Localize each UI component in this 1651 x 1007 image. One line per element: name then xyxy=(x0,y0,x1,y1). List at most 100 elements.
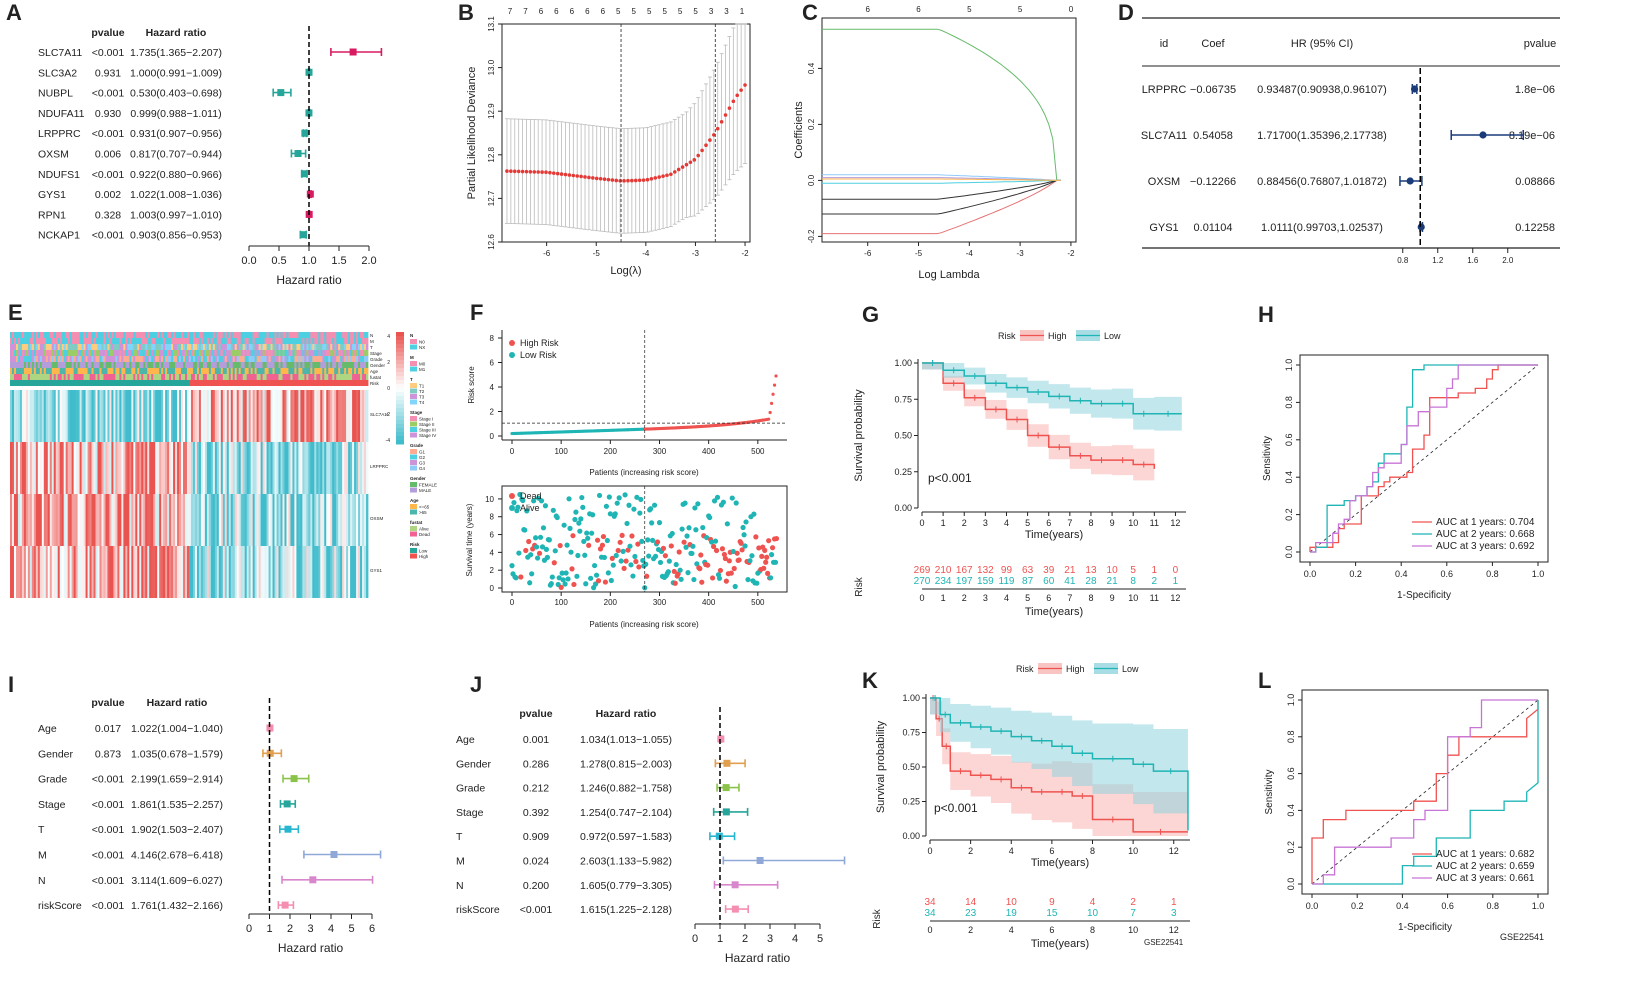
heatmap-cell xyxy=(254,442,258,494)
heatmap-cell xyxy=(101,442,104,494)
column-header-pvalue: pvalue xyxy=(519,708,552,720)
annotation-cell xyxy=(29,356,33,362)
annotation-cell xyxy=(264,344,267,350)
annotation-cell xyxy=(360,380,363,386)
annotation-cell xyxy=(25,350,29,356)
annotation-cell xyxy=(95,368,98,374)
heatmap-cell xyxy=(175,546,178,598)
annotation-cell xyxy=(157,332,160,338)
annotation-cell xyxy=(334,356,337,362)
heatmap-cell xyxy=(55,390,59,442)
row-coef: −0.06735 xyxy=(1190,84,1236,96)
heatmap-cell xyxy=(81,442,84,494)
annotation-cell xyxy=(111,344,114,350)
annotation-cell xyxy=(294,332,297,338)
annotation-cell xyxy=(115,380,118,386)
annotation-cell xyxy=(280,368,283,374)
annotation-cell xyxy=(282,350,285,356)
annotation-cell xyxy=(258,380,261,386)
annotation-cell xyxy=(286,338,289,344)
annotation-cell xyxy=(143,368,146,374)
heatmap-cell xyxy=(185,390,188,442)
heatmap-cell xyxy=(121,390,124,442)
annotation-cell xyxy=(358,368,361,374)
annotation-cell xyxy=(320,344,323,350)
survival-point xyxy=(532,535,539,541)
annotation-cell xyxy=(119,368,122,374)
cv-point xyxy=(696,153,701,158)
annotation-cell xyxy=(149,374,152,380)
annotation-cell xyxy=(212,374,216,380)
annotation-cell xyxy=(256,374,260,380)
survival-point xyxy=(759,553,765,559)
annotation-cell xyxy=(276,350,279,356)
heatmap-cell xyxy=(268,494,271,546)
annotation-cell xyxy=(328,332,331,338)
annotation-cell xyxy=(302,338,305,344)
annotation-cell xyxy=(183,344,186,350)
annotation-cell xyxy=(364,380,367,386)
annotation-cell xyxy=(31,344,35,350)
hr-marker xyxy=(731,881,739,889)
annotation-cell xyxy=(123,338,126,344)
annotation-cell xyxy=(298,368,301,374)
annotation-cell xyxy=(266,350,269,356)
row-pvalue: <0.001 xyxy=(520,904,553,916)
annotation-cell xyxy=(93,356,96,362)
annotation-cell xyxy=(274,332,277,338)
annotation-cell xyxy=(194,380,198,386)
annotation-cell xyxy=(344,374,347,380)
annotation-cell xyxy=(252,344,256,350)
heatmap-cell xyxy=(352,390,355,442)
heatmap-cell xyxy=(196,442,200,494)
heatmap-cell xyxy=(137,494,140,546)
annotation-cell xyxy=(29,380,33,386)
annotation-cell xyxy=(37,350,41,356)
annotation-cell xyxy=(314,362,317,368)
heatmap-cell xyxy=(33,442,37,494)
annotation-cell xyxy=(274,374,277,380)
annotation-cell xyxy=(187,350,190,356)
heatmap-cell xyxy=(101,390,104,442)
annotation-cell xyxy=(117,338,120,344)
heatmap-cell xyxy=(161,390,164,442)
annotation-cell xyxy=(27,362,31,368)
legend-group-title: N xyxy=(410,333,413,338)
annotation-cell xyxy=(23,350,27,356)
annotation-cell xyxy=(326,368,329,374)
heatmap-cell xyxy=(322,390,325,442)
annotation-cell xyxy=(360,344,363,350)
survival-point xyxy=(645,537,651,543)
panel-label-G: G xyxy=(862,302,879,327)
annotation-cell xyxy=(141,374,144,380)
survival-point xyxy=(588,575,594,581)
annotation-cell xyxy=(79,368,82,374)
annotation-cell xyxy=(318,338,321,344)
annotation-cell xyxy=(268,380,271,386)
heatmap-cell xyxy=(270,546,273,598)
annotation-cell xyxy=(330,350,333,356)
y-tick-label: 6 xyxy=(490,359,495,368)
annotation-cell xyxy=(77,380,81,386)
annotation-cell xyxy=(232,362,236,368)
heatmap-cell xyxy=(47,442,51,494)
annotation-cell xyxy=(53,356,57,362)
annotation-cell xyxy=(163,368,166,374)
annotation-cell xyxy=(91,350,94,356)
annotation-cell xyxy=(163,356,166,362)
annotation-cell xyxy=(342,362,345,368)
annotation-cell xyxy=(69,344,73,350)
heatmap-cell xyxy=(336,494,339,546)
heatmap-cell xyxy=(196,494,200,546)
survival-point xyxy=(731,565,737,572)
annotation-cell xyxy=(270,338,273,344)
heatmap-cell xyxy=(135,494,138,546)
annotation-cell xyxy=(304,368,307,374)
survival-point xyxy=(764,554,770,560)
annotation-cell xyxy=(340,380,343,386)
annotation-cell xyxy=(65,356,69,362)
annotation-cell xyxy=(256,362,260,368)
y-tick-label: 0.50 xyxy=(894,431,912,441)
annotation-cell xyxy=(238,332,242,338)
heatmap-cell xyxy=(200,442,204,494)
